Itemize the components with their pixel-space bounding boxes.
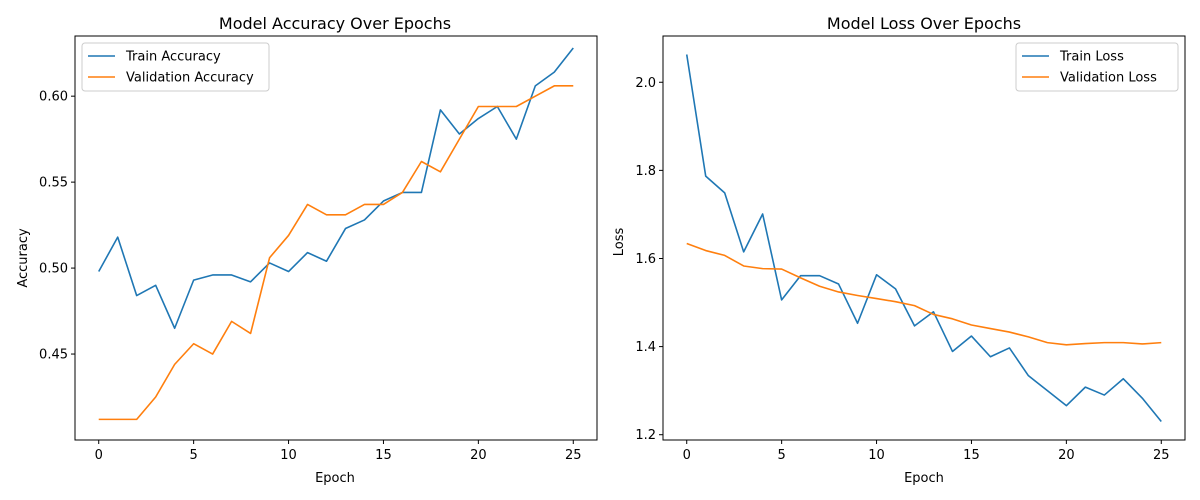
loss-legend: Train Loss Validation Loss bbox=[1015, 42, 1179, 92]
train-accuracy-line bbox=[98, 47, 574, 330]
train-accuracy-legend-label: Train Accuracy bbox=[125, 50, 221, 65]
accuracy-y-tick-label: 0.50 bbox=[39, 262, 68, 277]
loss-x-tick-label: 5 bbox=[777, 448, 785, 463]
loss-y-tick-label: 1.8 bbox=[635, 164, 656, 179]
accuracy-y-tick-label: 0.55 bbox=[39, 176, 68, 191]
accuracy-legend: Train Accuracy Validation Accuracy bbox=[81, 42, 270, 92]
loss-chart: Model Loss Over Epochs Epoch Loss 0 5 10 15… bbox=[612, 14, 1186, 486]
train-loss-line bbox=[685, 54, 1162, 423]
loss-y-tick-label: 1.4 bbox=[635, 340, 656, 355]
loss-x-tick-label: 20 bbox=[1058, 448, 1075, 463]
accuracy-y-axis-label: Accuracy bbox=[16, 228, 31, 288]
validation-loss-legend-label: Validation Loss bbox=[1060, 71, 1157, 86]
accuracy-legend-box bbox=[81, 42, 270, 92]
accuracy-chart: Model Accuracy Over Epochs Epoch Accurac… bbox=[16, 14, 598, 486]
accuracy-chart-title: Model Accuracy Over Epochs bbox=[219, 14, 451, 33]
loss-x-tick-label: 25 bbox=[1153, 448, 1170, 463]
accuracy-ticks: 0 5 10 15 20 25 0.45 0.50 0.55 0.60 bbox=[39, 90, 581, 463]
loss-x-tick-label: 10 bbox=[868, 448, 885, 463]
loss-x-axis-label: Epoch bbox=[904, 471, 944, 486]
loss-marks bbox=[685, 54, 1162, 423]
accuracy-marks bbox=[98, 47, 574, 421]
accuracy-y-tick-label: 0.45 bbox=[39, 348, 68, 363]
loss-y-tick-label: 1.2 bbox=[635, 428, 656, 443]
loss-y-axis-label: Loss bbox=[612, 228, 627, 257]
loss-plot-frame bbox=[662, 35, 1186, 441]
validation-accuracy-legend-label: Validation Accuracy bbox=[126, 71, 254, 86]
accuracy-x-tick-label: 15 bbox=[375, 448, 392, 463]
accuracy-y-tick-label: 0.60 bbox=[39, 90, 68, 105]
loss-y-tick-label: 1.6 bbox=[635, 252, 656, 267]
loss-x-tick-label: 15 bbox=[963, 448, 980, 463]
loss-legend-box bbox=[1015, 42, 1179, 92]
accuracy-x-tick-label: 25 bbox=[565, 448, 582, 463]
accuracy-x-axis-label: Epoch bbox=[315, 471, 355, 486]
loss-ticks: 0 5 10 15 20 25 1.2 1.4 1.6 1.8 2.0 bbox=[635, 76, 1169, 463]
loss-y-tick-label: 2.0 bbox=[635, 76, 656, 91]
train-loss-legend-label: Train Loss bbox=[1059, 50, 1124, 65]
accuracy-x-tick-label: 10 bbox=[280, 448, 297, 463]
loss-x-tick-label: 0 bbox=[683, 448, 691, 463]
accuracy-plot-frame bbox=[74, 35, 598, 441]
validation-loss-line bbox=[686, 242, 1162, 346]
accuracy-x-tick-label: 20 bbox=[470, 448, 487, 463]
loss-chart-title: Model Loss Over Epochs bbox=[827, 14, 1021, 33]
accuracy-x-tick-label: 0 bbox=[95, 448, 103, 463]
accuracy-x-tick-label: 5 bbox=[189, 448, 197, 463]
validation-accuracy-line bbox=[98, 85, 574, 421]
